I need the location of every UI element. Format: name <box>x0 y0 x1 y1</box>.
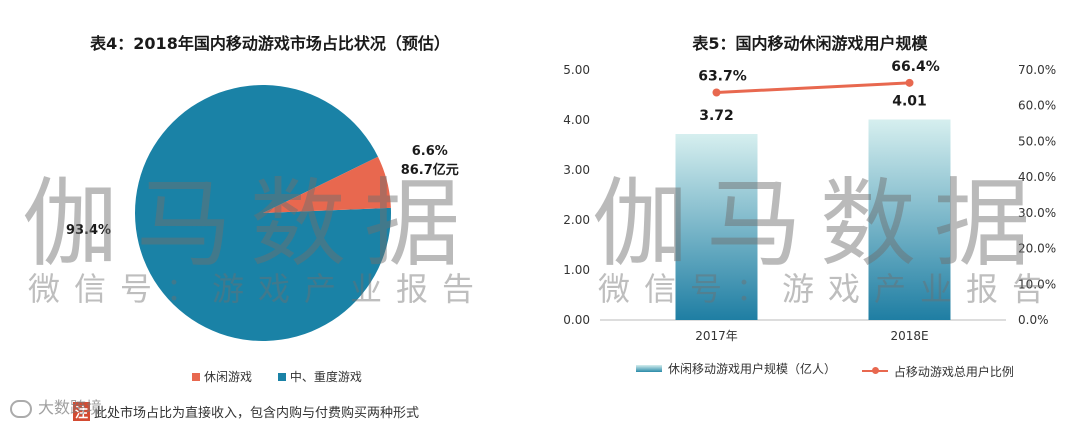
pie-label-casual-0: 6.6% <box>412 144 448 159</box>
footnote-mark: 注 <box>73 402 91 421</box>
combo-chart-title: 表5：国内移动休闲游戏用户规模 <box>692 34 928 53</box>
legend-swatch-share <box>861 367 888 374</box>
line-value-label-1: 66.4% <box>891 59 940 75</box>
y-right-tick-label: 30.0% <box>1018 206 1056 220</box>
legend-label-casual: 休闲游戏 <box>204 370 253 384</box>
y-right-tick-label: 50.0% <box>1018 134 1056 148</box>
footnote: 注此处市场占比为直接收入，包含内购与付费购买两种形式 <box>73 402 419 421</box>
y-right-tick-label: 20.0% <box>1018 242 1056 256</box>
legend-swatch-casual <box>192 372 200 381</box>
x-tick-label-1: 2018E <box>890 329 928 343</box>
bar-1 <box>868 119 951 320</box>
y-left-tick-label: 5.00 <box>563 63 590 77</box>
y-right-tick-label: 0.0% <box>1018 313 1049 327</box>
combo-chart-panel: 表5：国内移动休闲游戏用户规模 0.00 1.00 2.00 3.00 4.00 5.00… <box>540 0 1080 427</box>
line-share <box>716 81 910 94</box>
legend-item-core: 中、重度游戏 <box>277 368 362 385</box>
legend-item-users: 休闲移动游戏用户规模（亿人） <box>636 360 836 377</box>
y-right-tick-label: 40.0% <box>1018 170 1056 184</box>
brand-logo-icon <box>10 399 32 418</box>
legend-swatch-core <box>277 372 286 381</box>
bar-value-label-1: 4.01 <box>892 94 927 110</box>
y-left-tick-label: 2.00 <box>563 213 590 227</box>
line-point-0 <box>712 88 721 97</box>
pie-legend: 休闲游戏 中、重度游戏 <box>192 368 384 385</box>
x-tick-label-0: 2017年 <box>695 329 738 343</box>
y-right-tick-label: 60.0% <box>1018 99 1056 113</box>
legend-swatch-users <box>636 365 662 372</box>
y-left-tick-label: 1.00 <box>563 263 590 277</box>
line-value-label-0: 63.7% <box>698 69 747 85</box>
legend-label-share: 占移动游戏总用户比例 <box>893 364 1014 379</box>
pie-chart: 6.6% 86.7亿元 93.4% <box>66 84 459 342</box>
bar-0 <box>675 134 758 320</box>
y-left-tick-label: 0.00 <box>563 313 590 327</box>
pie-slice-core <box>135 84 392 342</box>
legend-item-casual: 休闲游戏 <box>192 368 252 385</box>
pie-label-core: 93.4% <box>66 223 111 238</box>
legend-label-core: 中、重度游戏 <box>289 370 362 384</box>
pie-slice-casual <box>263 156 391 213</box>
combo-chart: 0.00 1.00 2.00 3.00 4.00 5.00 0.0% 10.0% 20.0% 30… <box>563 59 1056 343</box>
pie-chart-title: 表4：2018年国内移动游戏市场占比状况（预估） <box>90 34 450 53</box>
y-right-tick-label: 10.0% <box>1018 277 1056 291</box>
y-right-tick-label: 70.0% <box>1018 63 1056 77</box>
y-left-tick-label: 4.00 <box>563 113 590 127</box>
brand-logo: 大数跨境 <box>10 394 102 418</box>
line-point-1 <box>905 78 914 87</box>
pie-chart-panel: 表4：2018年国内移动游戏市场占比状况（预估） 6.6% 86.7亿元 93.4%… <box>22 34 474 385</box>
bar-value-label-0: 3.72 <box>699 108 734 124</box>
legend-item-share: 占移动游戏总用户比例 <box>861 363 1014 380</box>
pie-label-casual-1: 86.7亿元 <box>401 162 459 178</box>
combo-legend: 休闲移动游戏用户规模（亿人） 占移动游戏总用户比例 <box>636 360 1036 380</box>
brand-logo-text: 大数跨境 <box>38 398 103 417</box>
y-left-tick-label: 3.00 <box>563 163 590 177</box>
legend-label-users: 休闲移动游戏用户规模（亿人） <box>668 362 837 376</box>
footnote-text: 此处市场占比为直接收入，包含内购与付费购买两种形式 <box>94 406 420 421</box>
